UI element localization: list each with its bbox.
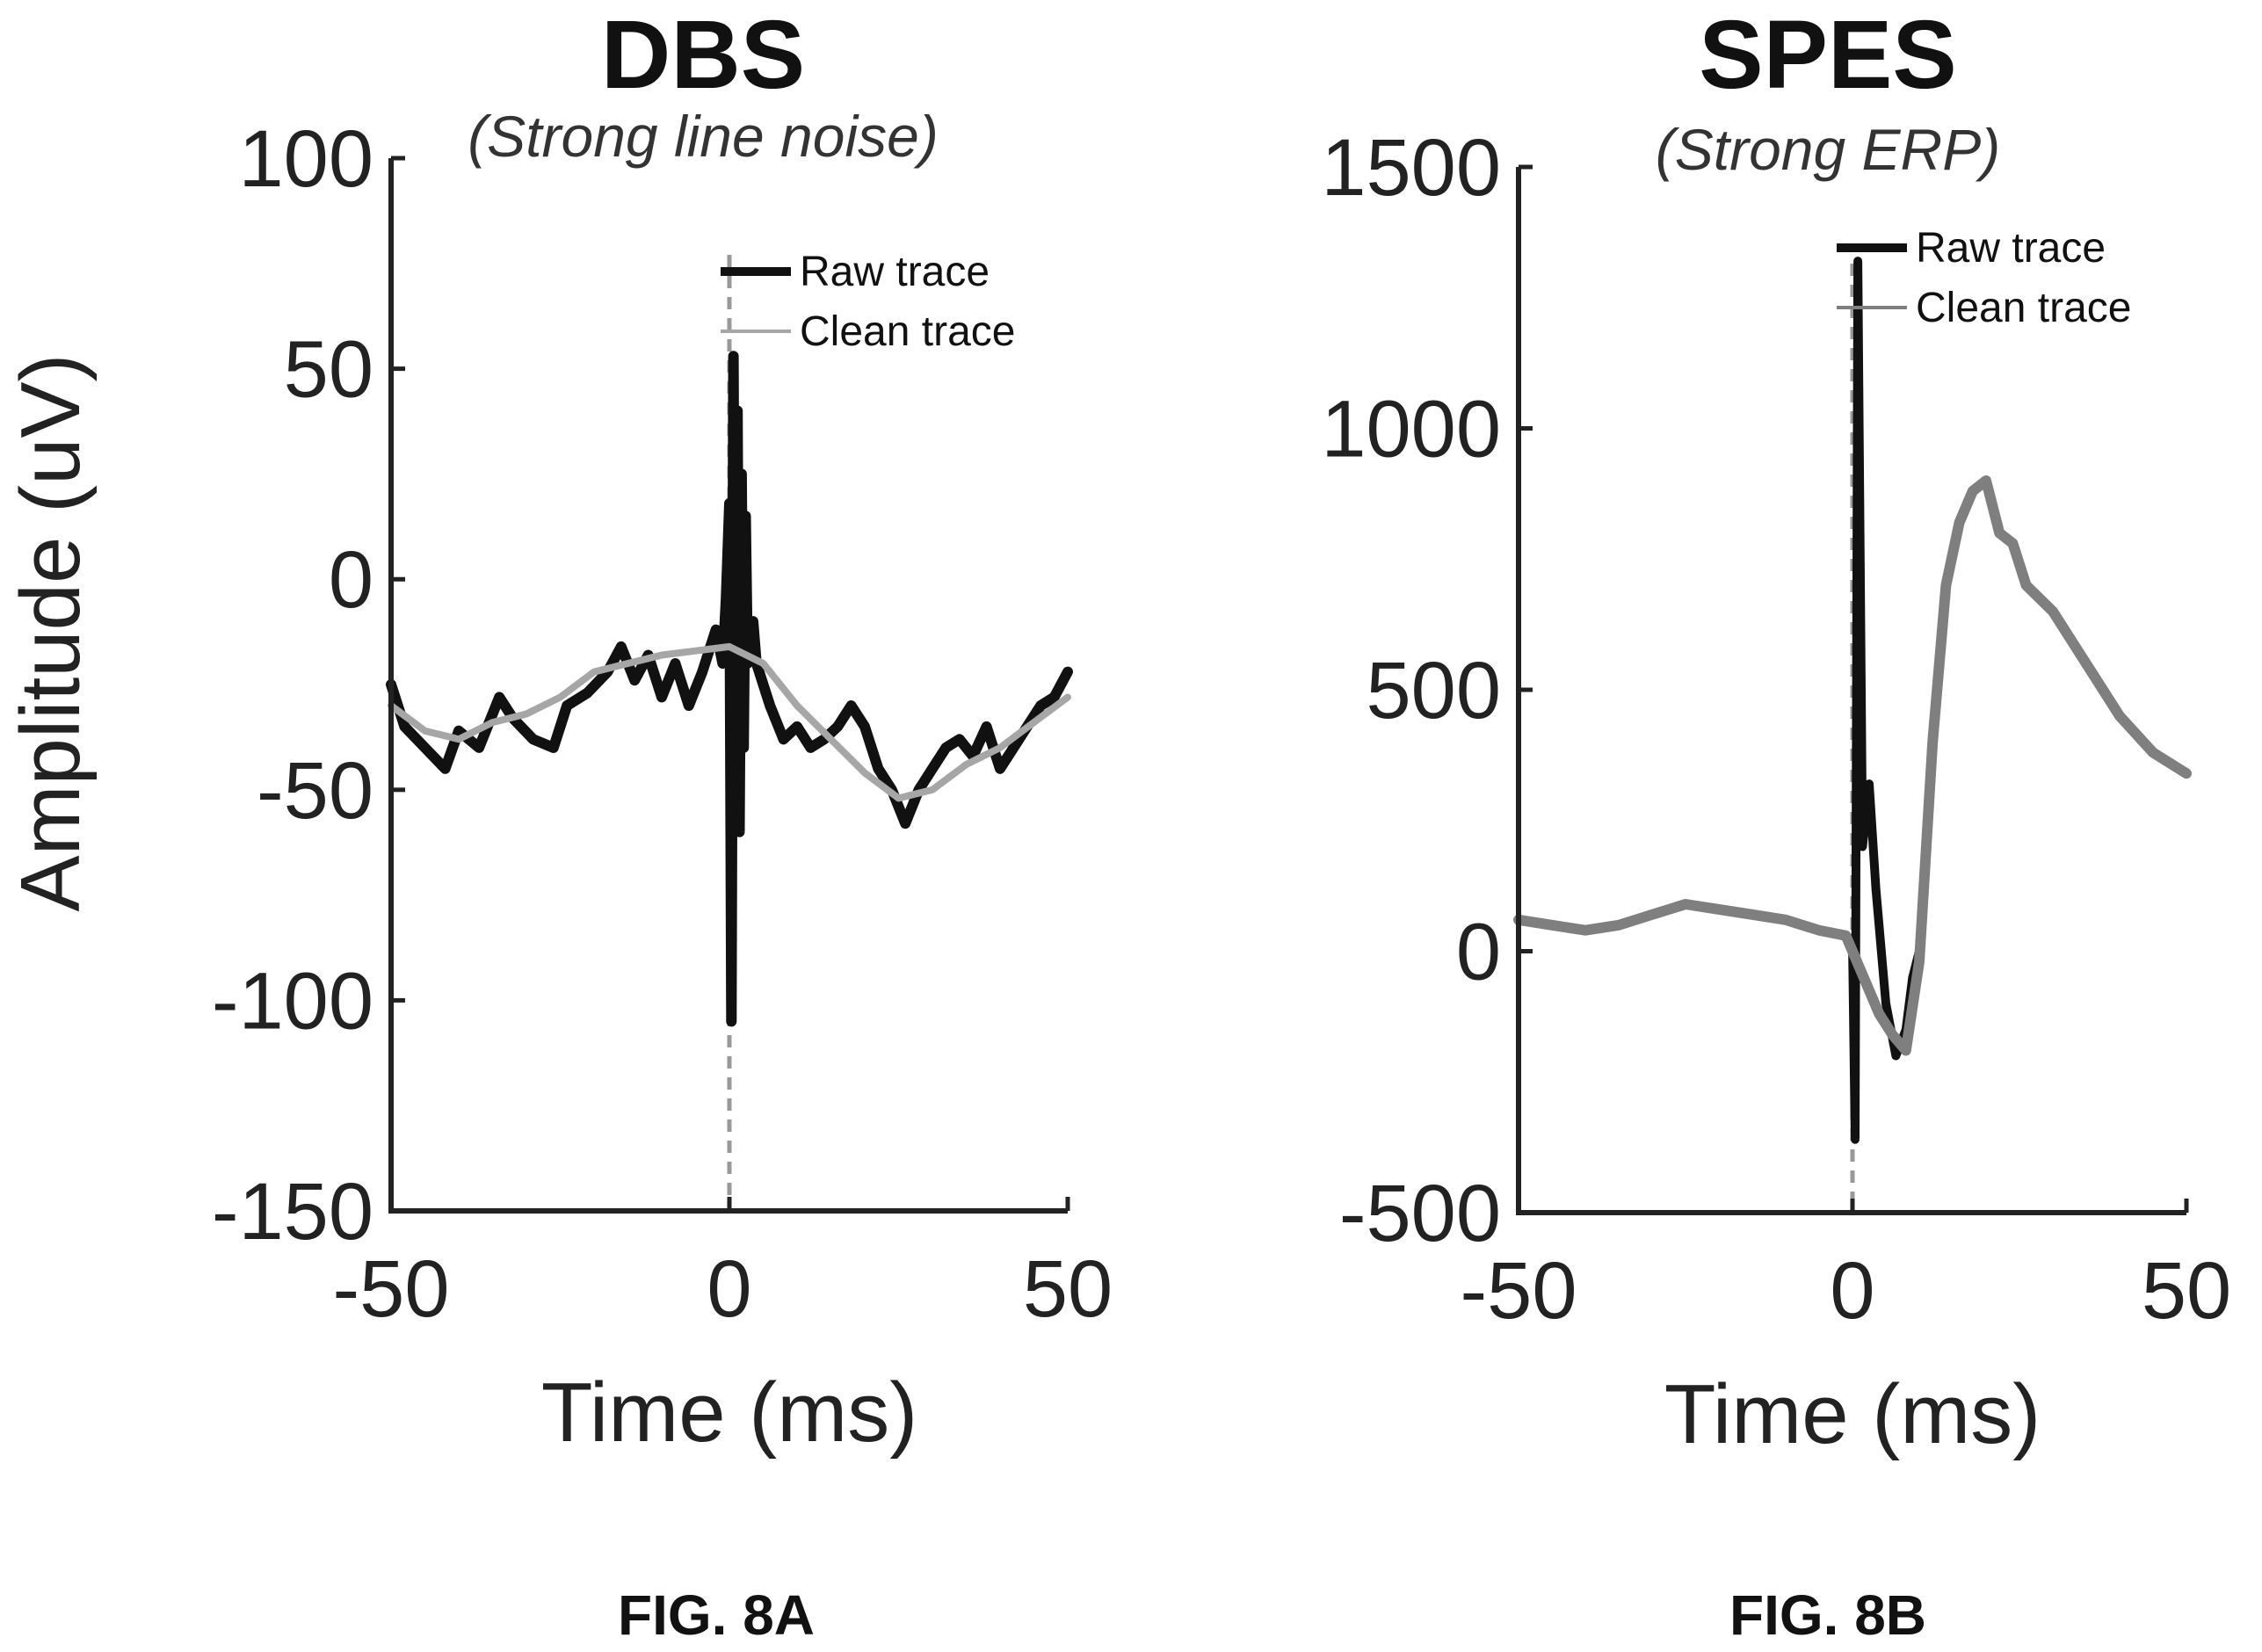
y-tick-label: -150	[212, 1167, 373, 1257]
legend-label-raw: Raw trace	[800, 249, 990, 295]
chart-title: DBS	[601, 1, 805, 109]
y-tick-label: 100	[239, 114, 374, 204]
y-tick-label: 500	[1367, 646, 1502, 735]
y-tick-label: 0	[329, 535, 373, 625]
y-tick-label: 1500	[1321, 123, 1501, 213]
chart-subtitle: (Strong ERP)	[1656, 117, 2000, 182]
legend-label-clean: Clean trace	[800, 308, 1015, 355]
y-tick-label: 1000	[1321, 385, 1501, 475]
legend-label-raw: Raw trace	[1916, 225, 2106, 272]
series-line-raw	[1514, 257, 1924, 1144]
x-tick-label: -50	[333, 1244, 450, 1334]
panel-dbs: DBS(Strong line noise) -150 -100 -50 0 50 100 -…	[4, 1, 1113, 1647]
y-tick-label: 50	[284, 325, 373, 415]
figure-caption: FIG. 8A	[618, 1583, 815, 1647]
chart-title: SPES	[1699, 1, 1956, 109]
chart-subtitle: (Strong line noise)	[468, 104, 939, 169]
y-tick-label: -100	[212, 956, 373, 1046]
figure-caption: FIG. 8B	[1729, 1583, 1926, 1647]
x-tick-label: -50	[1461, 1246, 1577, 1336]
y-tick-label: -50	[257, 746, 373, 836]
x-axis-label: Time (ms)	[1664, 1367, 2041, 1461]
legend-label-clean: Clean trace	[1916, 285, 2131, 331]
x-tick-label: 50	[2142, 1246, 2231, 1336]
x-tick-label: 50	[1023, 1244, 1113, 1334]
series-line-raw	[386, 351, 1073, 1027]
series-line-clean	[1513, 475, 2192, 1056]
x-tick-label: 0	[707, 1244, 751, 1334]
x-axis-label: Time (ms)	[541, 1366, 917, 1460]
y-axis-label: Amplitude (uV)	[4, 354, 98, 912]
y-tick-label: -500	[1339, 1169, 1501, 1258]
x-tick-label: 0	[1830, 1246, 1874, 1336]
y-tick-label: 0	[1456, 908, 1501, 997]
series-line-clean	[388, 642, 1071, 802]
